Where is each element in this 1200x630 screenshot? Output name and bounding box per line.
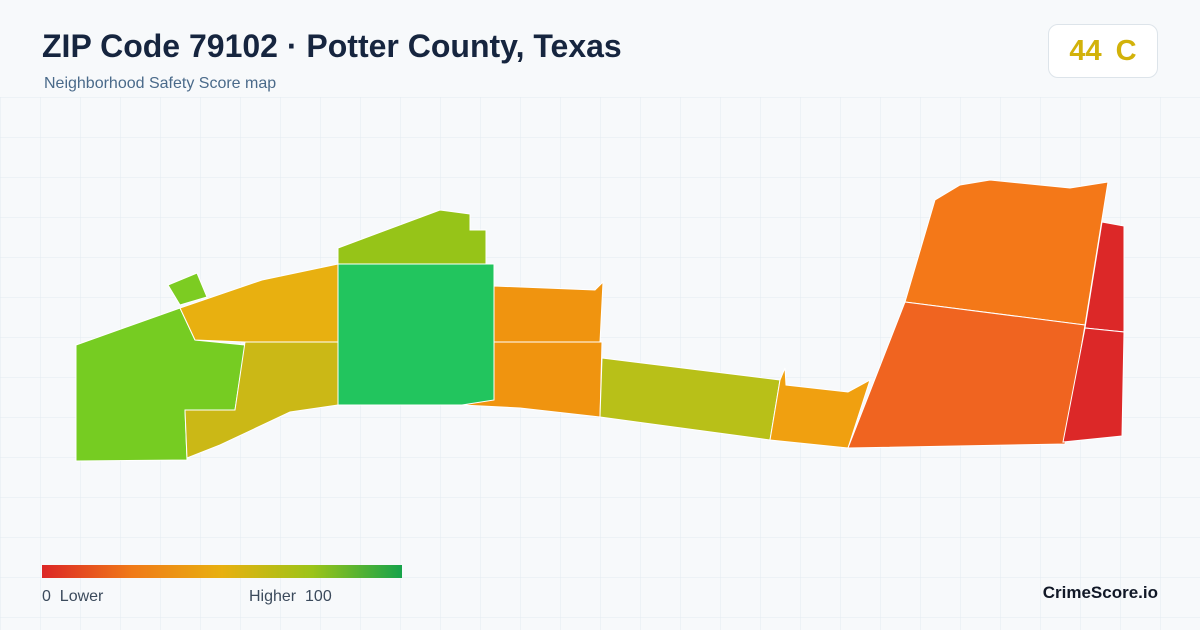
area (1062, 327, 1125, 443)
subtitle: Neighborhood Safety Score map (44, 75, 277, 92)
area (847, 301, 1086, 449)
area (769, 367, 871, 449)
area (167, 272, 208, 306)
score: 44 (1069, 34, 1102, 67)
legend-min-value: 0 (42, 588, 51, 605)
grade: C (1115, 34, 1137, 67)
score-badge: 44 C (1048, 24, 1158, 78)
legend-max-label: Higher (249, 588, 297, 605)
area (493, 280, 604, 343)
legend-max-value: 100 (305, 588, 332, 605)
area (461, 341, 603, 418)
legend-max: Higher 100 (249, 588, 332, 606)
area (904, 179, 1109, 326)
title: ZIP Code 79102 · Potter County, Texas (42, 28, 622, 64)
legend-gradient (42, 565, 402, 578)
brand: CrimeScore.io (1042, 583, 1158, 602)
zip-areas (75, 179, 1125, 462)
legend-min-label: Lower (59, 588, 104, 605)
area (337, 263, 495, 406)
legend-min: 0 Lower (42, 588, 103, 606)
